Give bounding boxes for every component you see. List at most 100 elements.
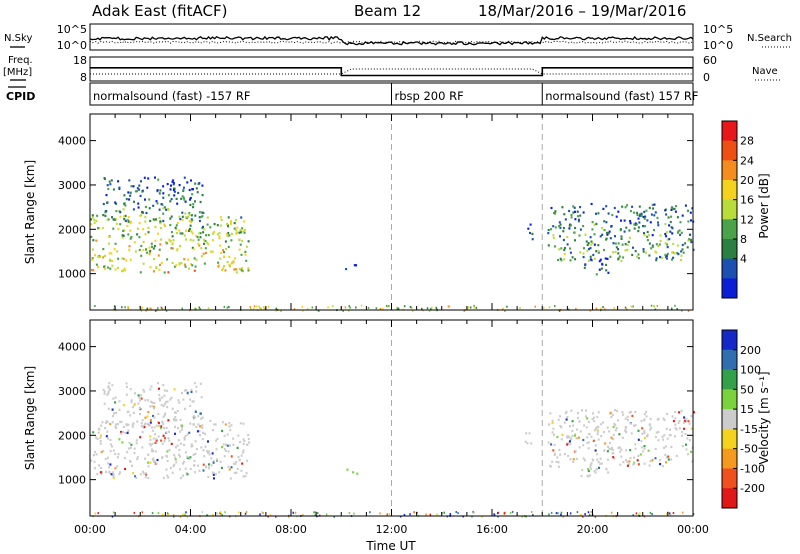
power-point [128, 179, 131, 182]
power-speckle [253, 305, 256, 308]
vel-point [189, 422, 192, 425]
power-point [171, 247, 174, 250]
vel-point [177, 426, 180, 430]
power-point [634, 223, 637, 226]
vel-point [587, 468, 590, 471]
vel-point [114, 467, 117, 470]
vel-point [195, 425, 198, 428]
power-point [149, 266, 152, 269]
power-point [651, 203, 654, 206]
vel-point [603, 449, 606, 452]
power-point [589, 243, 592, 246]
power-point [623, 230, 626, 233]
vel-point [165, 431, 168, 434]
power-point [595, 222, 598, 225]
power-cbar-swatch-5 [722, 219, 737, 240]
power-point [196, 235, 199, 239]
vel-ytick-label-3: 4000 [58, 341, 86, 354]
power-point [119, 215, 122, 218]
power-point [236, 226, 239, 229]
power-point [199, 232, 202, 235]
power-point [235, 232, 238, 235]
vel-point [186, 391, 189, 394]
power-point [645, 209, 648, 212]
power-speckle [475, 306, 478, 309]
vel-point [114, 396, 117, 399]
power-point [164, 224, 167, 227]
power-point [111, 264, 114, 267]
power-point [117, 180, 120, 183]
vel-point [115, 423, 117, 426]
power-point [568, 227, 571, 230]
vel-point [100, 424, 103, 427]
vel-point [125, 393, 128, 396]
power-point [593, 257, 596, 260]
vel-point [197, 464, 199, 467]
power-point [550, 228, 553, 231]
power-speckle [595, 307, 598, 310]
vel-speckle [184, 513, 186, 516]
vel-point [172, 465, 175, 468]
power-point [181, 195, 184, 198]
vel-point [163, 403, 166, 406]
power-point [598, 268, 601, 271]
power-point [552, 225, 555, 228]
power-point [179, 218, 182, 221]
power-speckle [656, 304, 659, 307]
power-point [579, 228, 582, 231]
power-point [169, 240, 172, 243]
nave-trace [90, 68, 693, 75]
power-point [121, 236, 124, 239]
vel-point [620, 455, 623, 458]
power-point [127, 216, 130, 219]
vel-speckle [201, 511, 204, 514]
vel-point [170, 442, 173, 445]
power-speckle [506, 305, 508, 308]
vel-point [133, 451, 136, 455]
power-point [589, 247, 592, 250]
power-point [233, 222, 236, 225]
power-point [170, 215, 173, 218]
power-speckle [385, 304, 388, 307]
vel-point [581, 409, 583, 412]
power-point [155, 200, 158, 203]
power-point [610, 225, 613, 228]
vel-point [592, 412, 594, 415]
vel-point [237, 455, 240, 458]
power-point [132, 208, 135, 211]
vel-point [109, 450, 112, 453]
power-point [166, 183, 169, 186]
vel-point [118, 400, 121, 403]
vel-point [645, 410, 648, 414]
vel-point [596, 433, 599, 436]
vel-point [587, 441, 590, 444]
vel-point [611, 452, 614, 455]
vel-point [625, 431, 628, 434]
power-point [682, 251, 685, 254]
vel-cbar-tick-label-0: 200 [740, 344, 761, 357]
power-point [615, 246, 618, 249]
vel-point [593, 429, 596, 432]
vel-point [201, 426, 204, 429]
power-point [124, 204, 127, 207]
vel-point [247, 433, 250, 437]
vel-point [117, 453, 120, 456]
vel-point [674, 427, 677, 430]
power-point [189, 224, 192, 227]
vel-point [167, 419, 170, 422]
power-point [123, 215, 125, 218]
vel-point [615, 427, 618, 430]
vel-point [120, 430, 122, 434]
vel-point [186, 433, 189, 436]
vel-point [220, 466, 223, 469]
vel-point [99, 436, 102, 439]
vel-point [184, 451, 187, 454]
vel-speckle [532, 513, 534, 516]
vel-point [107, 390, 110, 393]
power-point [240, 216, 243, 219]
power-point [564, 218, 567, 221]
vel-point [181, 425, 184, 429]
vel-point [557, 461, 560, 464]
vel-point [107, 462, 110, 465]
power-point [200, 247, 203, 250]
